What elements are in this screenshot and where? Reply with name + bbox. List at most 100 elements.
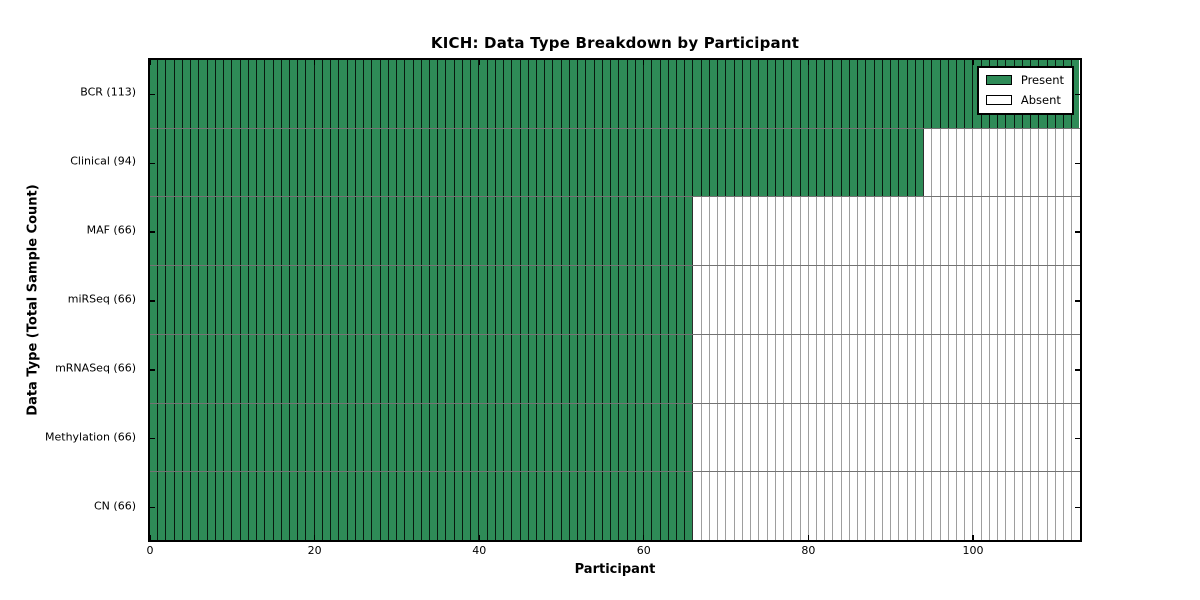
- absent-swatch-icon: [985, 95, 1012, 105]
- participant-cell: [519, 197, 528, 266]
- participant-cell: [486, 128, 495, 197]
- participant-cell: [717, 128, 726, 197]
- participant-cell: [1071, 334, 1080, 403]
- participant-cell: [470, 266, 479, 334]
- participant-cell: [733, 403, 742, 472]
- participant-cell: [618, 266, 627, 334]
- participant-cell: [560, 197, 569, 266]
- participant-cell: [980, 128, 989, 197]
- participant-cell: [206, 128, 215, 197]
- participant-cell: [313, 128, 322, 197]
- participant-cell: [601, 60, 611, 128]
- participant-cell: [807, 334, 816, 403]
- participant-cell: [239, 334, 248, 403]
- participant-cell: [231, 266, 240, 334]
- participant-cell: [280, 197, 289, 266]
- participant-cell: [651, 472, 660, 541]
- participant-cell: [799, 334, 808, 403]
- participant-cell: [610, 266, 619, 334]
- participant-cell: [964, 403, 973, 472]
- legend-label-absent: Absent: [1020, 93, 1061, 107]
- participant-cell: [1005, 334, 1014, 403]
- participant-cell: [988, 472, 998, 541]
- participant-cell: [239, 266, 248, 334]
- participant-cell: [371, 266, 380, 334]
- participant-cell: [700, 266, 709, 334]
- participant-cell: [223, 128, 232, 197]
- participant-cell: [643, 334, 652, 403]
- participant-cell: [1005, 128, 1014, 197]
- participant-cell: [783, 472, 792, 541]
- tick-mark: [972, 60, 974, 65]
- participant-cell: [848, 128, 858, 197]
- participant-cell: [346, 403, 355, 472]
- participant-cell: [692, 472, 701, 541]
- participant-cell: [700, 403, 709, 472]
- participant-cell: [305, 266, 314, 334]
- participant-cell: [1063, 403, 1072, 472]
- participant-cell: [536, 197, 545, 266]
- participant-cell: [470, 128, 479, 197]
- participant-cell: [527, 472, 537, 541]
- participant-cell: [890, 403, 899, 472]
- participant-cell: [280, 403, 289, 472]
- participant-cell: [503, 334, 512, 403]
- participant-cell: [371, 334, 380, 403]
- participant-cell: [585, 128, 594, 197]
- participant-cell: [552, 60, 561, 128]
- participant-cell: [947, 266, 956, 334]
- x-tick-label: 100: [962, 544, 984, 557]
- participant-cell: [824, 266, 833, 334]
- participant-cell: [206, 197, 215, 266]
- participant-cell: [297, 266, 306, 334]
- participant-cell: [667, 197, 676, 266]
- participant-cell: [684, 128, 693, 197]
- participant-cell: [931, 197, 940, 266]
- participant-cell: [305, 472, 314, 541]
- participant-cell: [972, 266, 981, 334]
- participant-cell: [371, 128, 380, 197]
- participant-cell: [503, 266, 512, 334]
- participant-cell: [577, 60, 586, 128]
- participant-cell: [313, 403, 322, 472]
- participant-cell: [651, 266, 660, 334]
- participant-cell: [865, 128, 874, 197]
- participant-cell: [791, 60, 800, 128]
- participant-cell: [214, 266, 224, 334]
- participant-cell: [445, 197, 454, 266]
- participant-cell: [437, 60, 446, 128]
- participant-cell: [923, 128, 932, 197]
- participant-cell: [898, 403, 907, 472]
- participant-cell: [503, 128, 512, 197]
- participant-cell: [676, 197, 685, 266]
- participant-cell: [980, 472, 989, 541]
- participant-cell: [906, 403, 915, 472]
- participant-cell: [955, 60, 965, 128]
- participant-cell: [494, 197, 504, 266]
- participant-cell: [774, 266, 784, 334]
- participant-cell: [157, 197, 166, 266]
- participant-cell: [231, 128, 240, 197]
- participant-cell: [815, 266, 825, 334]
- tick-mark: [149, 535, 151, 540]
- participant-cell: [420, 197, 429, 266]
- participant-cell: [676, 128, 685, 197]
- participant-cell: [214, 472, 224, 541]
- participant-cell: [610, 60, 619, 128]
- participant-cell: [198, 60, 207, 128]
- participant-cell: [354, 472, 364, 541]
- participant-cell: [947, 334, 956, 403]
- participant-cell: [601, 266, 611, 334]
- participant-cell: [1021, 266, 1031, 334]
- participant-cell: [1054, 334, 1064, 403]
- participant-cell: [461, 403, 471, 472]
- participant-cell: [231, 472, 240, 541]
- participant-cell: [758, 403, 767, 472]
- participant-cell: [247, 472, 257, 541]
- participant-cell: [1063, 472, 1072, 541]
- participant-cell: [330, 334, 339, 403]
- participant-cell: [914, 334, 924, 403]
- participant-cell: [750, 334, 759, 403]
- participant-cell: [1021, 403, 1031, 472]
- participant-cell: [585, 334, 594, 403]
